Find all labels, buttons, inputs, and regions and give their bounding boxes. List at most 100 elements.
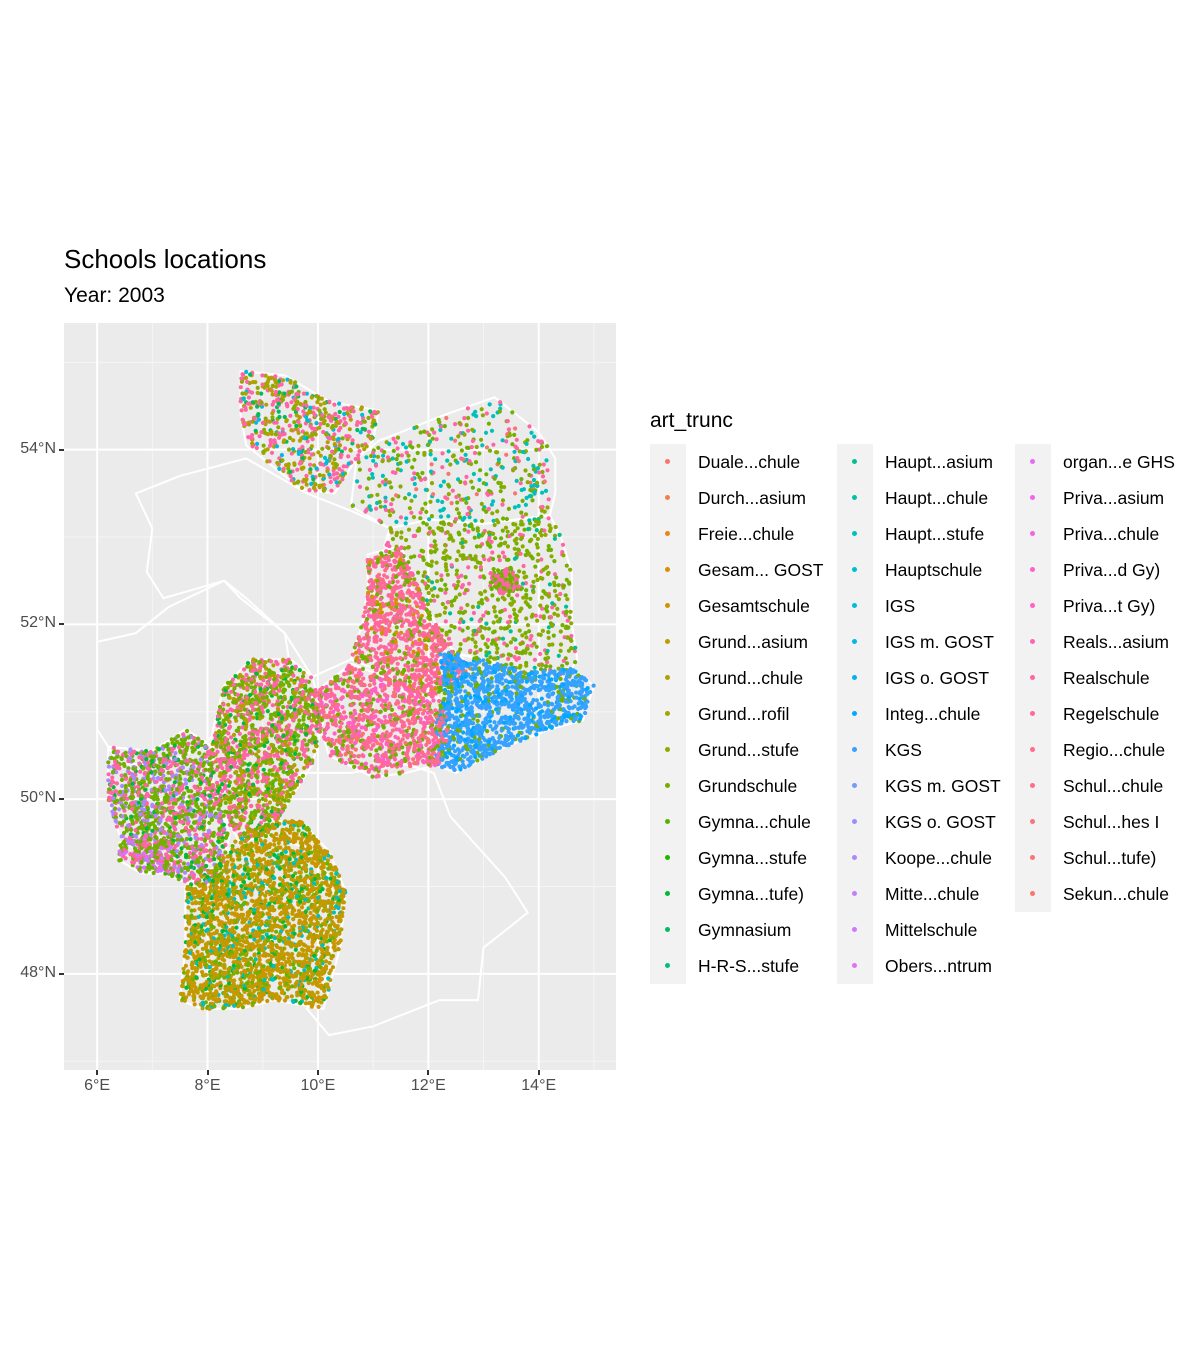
school-point <box>397 682 402 687</box>
school-point <box>486 692 492 697</box>
school-point <box>317 485 322 490</box>
school-point <box>292 396 297 401</box>
school-point <box>534 528 539 533</box>
school-point <box>545 505 550 510</box>
map-panel <box>64 323 616 1070</box>
school-point <box>414 425 419 430</box>
school-point <box>578 680 583 685</box>
school-point <box>407 492 412 497</box>
school-point <box>441 506 446 511</box>
school-point <box>392 683 397 688</box>
school-point <box>399 719 404 724</box>
school-point <box>441 479 446 484</box>
school-point <box>477 743 482 749</box>
school-point <box>495 509 500 514</box>
school-point <box>446 492 451 497</box>
school-point <box>369 453 374 459</box>
school-point <box>427 530 432 535</box>
school-point <box>542 528 547 533</box>
school-point <box>339 449 344 454</box>
school-point <box>496 520 501 525</box>
school-point <box>403 712 408 717</box>
school-point <box>438 728 443 733</box>
school-point <box>356 456 361 461</box>
school-point <box>406 545 411 550</box>
school-point <box>383 632 388 637</box>
school-point <box>511 636 516 641</box>
school-point <box>384 566 389 571</box>
school-point <box>505 620 511 625</box>
school-point <box>519 679 525 684</box>
school-point <box>424 561 430 566</box>
school-point <box>429 669 434 674</box>
school-point <box>552 588 558 594</box>
school-point <box>368 655 373 660</box>
school-point <box>512 538 517 543</box>
school-point <box>322 418 327 423</box>
school-point <box>379 610 384 615</box>
school-point <box>385 734 390 739</box>
school-point <box>471 412 476 417</box>
school-point <box>431 492 436 497</box>
school-point <box>548 670 553 675</box>
school-point <box>494 650 499 655</box>
school-point <box>329 488 334 493</box>
school-point <box>349 738 354 743</box>
school-point <box>402 667 407 672</box>
school-point <box>446 636 452 641</box>
school-point <box>367 467 372 472</box>
school-point <box>412 554 417 559</box>
school-point <box>479 501 484 506</box>
state-border <box>311 662 452 779</box>
school-point <box>466 428 471 433</box>
school-point <box>323 714 328 720</box>
school-point <box>521 487 526 492</box>
school-point <box>362 447 367 452</box>
school-point <box>332 457 337 462</box>
school-point <box>415 627 420 632</box>
school-point <box>335 419 340 425</box>
school-point <box>384 769 389 774</box>
school-point <box>424 509 429 514</box>
school-point <box>468 648 473 653</box>
school-point <box>486 530 492 535</box>
school-point <box>360 656 365 661</box>
school-point <box>412 494 418 499</box>
school-point <box>371 609 376 614</box>
school-point <box>454 709 459 714</box>
school-point <box>498 481 503 486</box>
school-point <box>377 483 382 488</box>
school-point <box>370 774 375 779</box>
school-point <box>443 562 448 567</box>
school-point <box>427 526 432 531</box>
school-point <box>502 665 508 670</box>
school-point <box>386 584 391 589</box>
school-point <box>473 565 478 570</box>
school-point <box>495 701 500 707</box>
school-point <box>374 758 379 763</box>
school-point <box>367 504 372 509</box>
school-point <box>473 460 479 465</box>
school-point <box>477 477 482 482</box>
school-point <box>388 649 393 654</box>
school-point <box>373 689 378 694</box>
school-point <box>546 544 551 549</box>
school-point <box>340 743 345 748</box>
school-point <box>540 469 545 475</box>
school-point <box>523 630 528 636</box>
school-point <box>552 580 557 585</box>
school-point <box>369 436 374 441</box>
school-point <box>334 683 339 688</box>
school-point <box>296 430 301 435</box>
school-point <box>425 717 430 722</box>
school-point <box>532 523 537 528</box>
school-point <box>407 646 413 652</box>
school-point <box>338 725 343 730</box>
school-point <box>320 685 325 690</box>
school-point <box>361 642 366 647</box>
school-point <box>561 658 566 663</box>
school-point <box>563 610 569 616</box>
school-point <box>561 667 566 672</box>
school-point <box>513 725 518 731</box>
school-point <box>512 432 517 437</box>
